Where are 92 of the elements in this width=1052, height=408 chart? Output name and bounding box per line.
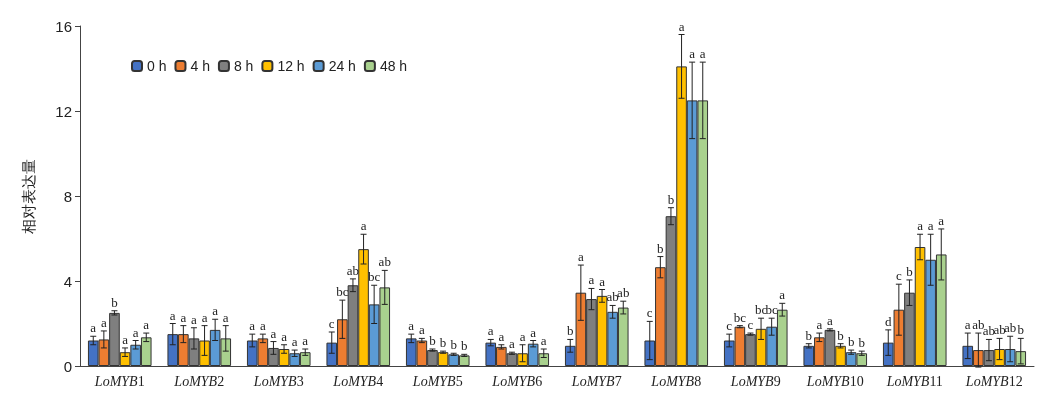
legend-label: 0 h <box>147 58 167 74</box>
data-label: ab <box>606 289 619 305</box>
data-label: a <box>143 317 150 333</box>
data-label: a <box>249 318 256 334</box>
data-label: a <box>530 324 537 340</box>
data-label: b <box>667 191 675 207</box>
legend-label: 4 h <box>190 58 210 74</box>
data-label: a <box>699 46 706 62</box>
data-label: c <box>328 316 335 331</box>
y-tick-label: 12 <box>55 102 72 120</box>
data-label: a <box>964 317 971 333</box>
data-label: a <box>291 334 298 350</box>
x-tick-label: LoMYB6 <box>491 373 543 389</box>
legend-label: 24 h <box>328 58 356 74</box>
data-label: a <box>122 331 129 347</box>
data-label: a <box>418 322 425 338</box>
data-label: b <box>858 335 865 351</box>
data-label: a <box>540 333 547 348</box>
data-label: a <box>917 218 924 234</box>
data-label: a <box>408 318 415 334</box>
y-axis-title: 相对表达量 <box>19 158 38 234</box>
x-tick-label: LoMYB11 <box>885 373 943 389</box>
data-label: a <box>779 287 786 303</box>
data-label: bc <box>765 302 779 318</box>
data-label: bc <box>733 309 747 325</box>
x-tick-label: LoMYB5 <box>411 373 463 389</box>
x-tick-label: LoMYB2 <box>173 373 225 389</box>
data-label: b <box>111 294 118 310</box>
data-label: ab <box>1004 320 1017 336</box>
data-label: a <box>577 249 584 265</box>
data-label: bc <box>754 302 768 318</box>
x-tick-label: LoMYB7 <box>570 373 622 389</box>
data-label: ab <box>378 254 391 270</box>
data-label: b <box>805 327 812 343</box>
legend-label: 48 h <box>379 58 408 74</box>
data-label: a <box>169 307 176 323</box>
data-label: a <box>191 311 198 327</box>
data-label: b <box>567 323 574 339</box>
data-label: a <box>689 46 696 62</box>
data-label: a <box>498 328 505 344</box>
data-label: a <box>927 218 934 234</box>
y-tick-label: 8 <box>63 187 72 205</box>
data-label: b <box>1017 322 1024 338</box>
data-label: b <box>429 333 436 348</box>
legend-label: 12 h <box>277 58 305 74</box>
data-label: c <box>646 305 653 321</box>
data-label: a <box>588 272 595 288</box>
data-label: b <box>837 327 844 343</box>
x-tick-label: LoMYB3 <box>252 373 304 389</box>
x-tick-label: LoMYB4 <box>332 373 384 389</box>
data-label: a <box>180 309 187 325</box>
data-label: a <box>270 325 277 341</box>
data-label: a <box>259 318 266 334</box>
x-tick-label: LoMYB10 <box>805 373 864 389</box>
data-label: a <box>816 317 823 333</box>
x-tick-label: LoMYB9 <box>729 373 781 389</box>
data-label: a <box>487 323 494 339</box>
data-label: a <box>599 273 606 289</box>
data-label: a <box>519 328 526 344</box>
data-label: a <box>827 312 834 328</box>
data-label: ab <box>993 322 1006 338</box>
data-label: a <box>222 309 229 325</box>
data-label: a <box>132 324 139 340</box>
legend-label: 8 h <box>233 58 254 74</box>
y-tick-label: 0 <box>63 357 72 375</box>
data-label: a <box>100 314 107 330</box>
x-tick-label: LoMYB8 <box>650 373 702 389</box>
data-label: b <box>450 337 457 353</box>
data-label: c <box>747 317 754 333</box>
data-label: c <box>895 268 902 284</box>
data-label: b <box>461 338 468 354</box>
data-label: a <box>201 309 208 325</box>
data-label: ab <box>617 285 630 301</box>
data-label: a <box>678 18 685 34</box>
data-label: a <box>302 333 309 348</box>
data-label: b <box>847 334 855 350</box>
data-label: a <box>90 320 97 336</box>
data-label: b <box>906 263 913 279</box>
data-label: a <box>281 328 288 344</box>
data-label: b <box>657 240 664 256</box>
data-label: a <box>360 218 367 234</box>
data-label: b <box>439 335 447 351</box>
data-label: a <box>938 212 945 228</box>
y-tick-label: 4 <box>63 272 72 290</box>
data-label: d <box>885 313 892 329</box>
x-tick-label: LoMYB12 <box>964 373 1023 389</box>
x-tick-label: LoMYB1 <box>93 373 145 389</box>
data-label: a <box>212 303 219 319</box>
data-label: bc <box>336 284 349 300</box>
y-tick-label: 16 <box>55 17 72 35</box>
data-label: a <box>509 336 516 352</box>
data-label: c <box>726 318 733 334</box>
